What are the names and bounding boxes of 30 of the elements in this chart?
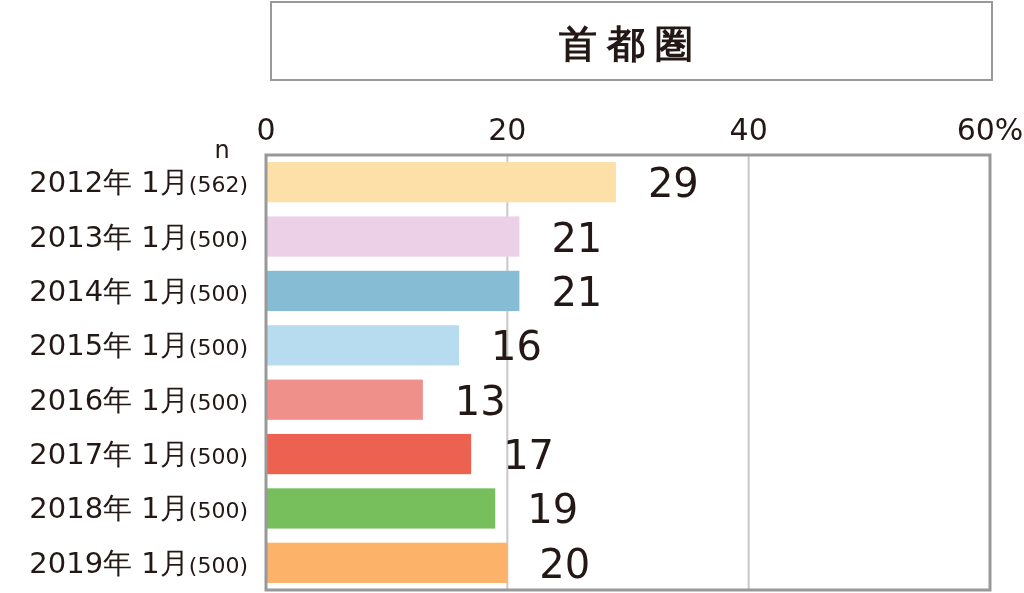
bar xyxy=(266,542,508,583)
x-tick-label: 0 xyxy=(256,112,276,147)
text: n xyxy=(214,136,230,164)
data-label: 19 xyxy=(527,486,579,533)
data-label: 16 xyxy=(491,323,542,370)
y-tick-label: 2019年 1月(500) xyxy=(29,545,248,580)
data-label: 20 xyxy=(539,540,591,587)
data-label: 21 xyxy=(551,268,603,315)
bar xyxy=(266,270,520,312)
data-label: 17 xyxy=(503,432,555,479)
bar xyxy=(266,216,520,257)
y-tick-label: 2016年 1月(500) xyxy=(29,382,248,417)
x-tick-label: 20 xyxy=(488,112,527,147)
data-label: 21 xyxy=(551,214,603,261)
y-tick-label: 2013年 1月(500) xyxy=(29,219,248,254)
y-tick-label: 2017年 1月(500) xyxy=(29,437,248,472)
bar xyxy=(266,325,460,366)
chart-title: 首都圏 xyxy=(559,22,703,66)
x-tick-label: 60% xyxy=(956,112,1024,147)
bar xyxy=(266,162,616,203)
y-tick-label: 2014年 1月(500) xyxy=(29,273,248,308)
bar xyxy=(266,488,496,529)
x-tick-label: 40 xyxy=(729,112,768,147)
y-tick-label: 2015年 1月(500) xyxy=(29,328,248,363)
y-tick-label: 2018年 1月(500) xyxy=(29,491,248,526)
bar xyxy=(266,379,423,420)
data-label: 29 xyxy=(647,160,699,207)
y-tick-label: 2012年 1月(562) xyxy=(29,165,248,200)
data-label: 13 xyxy=(454,377,506,424)
bar xyxy=(266,433,472,475)
